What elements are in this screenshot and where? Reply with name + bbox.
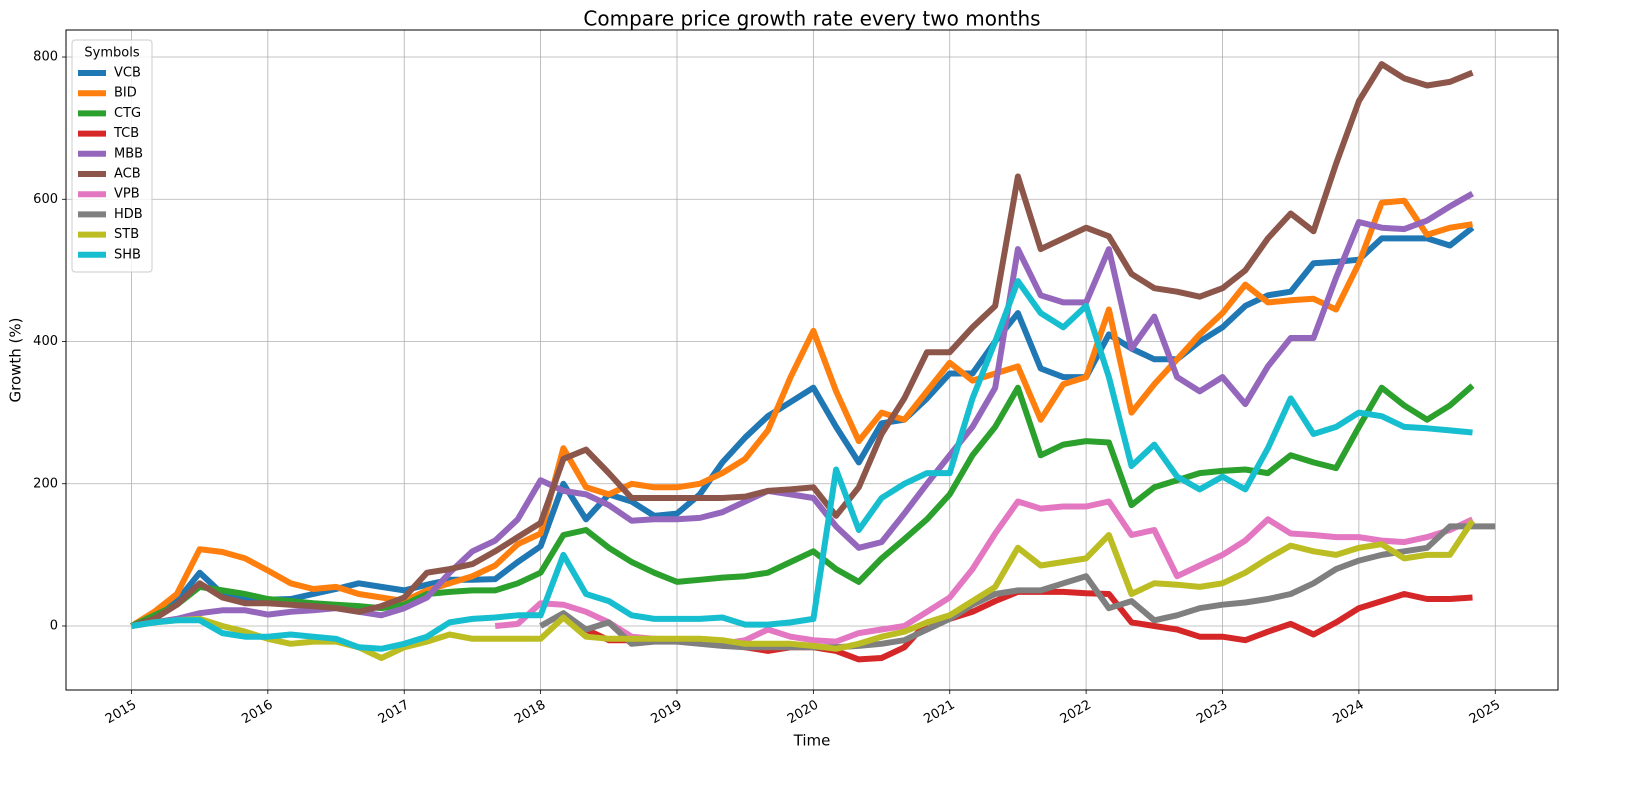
plot-frame [65,29,1559,691]
y-axis-label: Growth (%) [7,317,25,402]
series-line [539,523,1496,651]
legend-label: MBB [114,146,143,161]
series-line [130,61,1474,629]
legend-label: HDB [114,207,143,222]
series-line [130,225,1475,629]
series-line [130,383,1475,629]
chart-title: Compare price growth rate every two mont… [583,7,1040,31]
x-tick-label: 2016 [239,698,275,728]
x-tick-label: 2024 [1330,698,1366,728]
legend-label: VPB [114,187,140,202]
x-tick-label: 2019 [649,698,685,728]
series-line [131,190,1474,629]
x-tick-label: 2025 [1467,698,1503,728]
x-tick-label: 2020 [785,698,821,728]
x-tick-label: 2021 [921,698,957,728]
legend-label: SHB [114,247,141,262]
y-tick-label: 200 [33,476,58,491]
legend-label: BID [114,86,137,101]
x-tick-label: 2018 [512,698,548,728]
legend-label: ACB [114,167,141,182]
legend-title: Symbols [84,46,139,61]
series-line [131,278,1473,652]
legend-label: CTG [114,106,141,121]
x-tick-label: 2023 [1194,698,1230,728]
legend-label: TCB [113,126,139,141]
y-tick-label: 800 [33,50,58,65]
legend-label: VCB [114,66,141,81]
x-tick-label: 2022 [1058,698,1094,728]
x-axis-label: Time [793,732,831,750]
x-tick-label: 2015 [103,698,139,728]
y-tick-label: 600 [33,192,58,207]
y-tick-label: 0 [50,618,58,633]
legend-label: STB [114,227,139,242]
x-tick-label: 2017 [376,698,412,728]
y-tick-label: 400 [33,334,58,349]
series-line [129,197,1473,629]
